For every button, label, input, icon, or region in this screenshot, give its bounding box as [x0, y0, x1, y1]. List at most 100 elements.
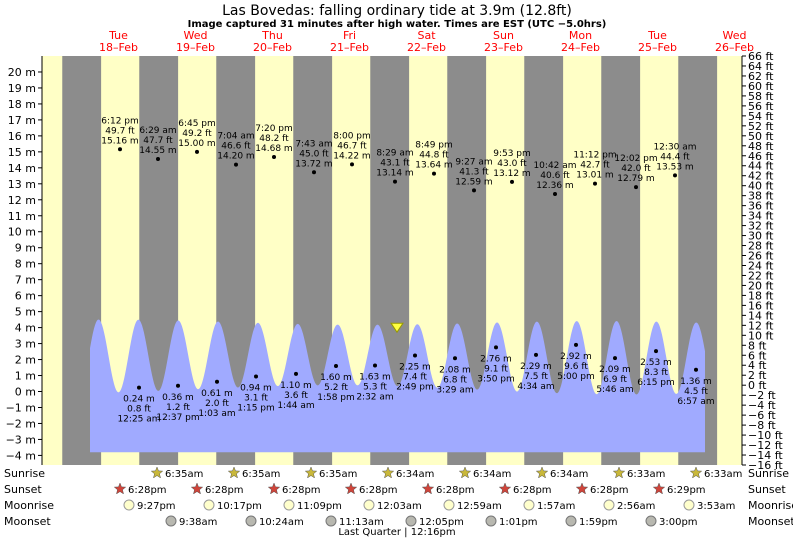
high-tide-ft: 49.2 ft: [182, 129, 212, 139]
moonrise-time: 11:09pm: [297, 501, 342, 512]
sunrise-row-label-right: Sunrise: [748, 467, 789, 480]
day-name-label: Tue: [647, 29, 667, 42]
high-tide-m: 14.22 m: [333, 151, 370, 161]
sunrise-time: 6:33am: [627, 469, 665, 480]
low-tide-time: 2:49 pm: [396, 383, 434, 393]
day-name-label: Fri: [343, 29, 356, 42]
chart-title: Las Bovedas: falling ordinary tide at 3.…: [222, 3, 572, 19]
low-tide-ft: 5.2 ft: [324, 383, 348, 393]
low-tide-ft: 3.1 ft: [244, 393, 268, 403]
moonrise-time: 12:59am: [457, 501, 502, 512]
right-tick-label: 48 ft: [748, 140, 774, 153]
right-tick-label: 14 ft: [748, 309, 774, 322]
low-tide-m: 0.24 m: [123, 395, 155, 405]
sunrise-time: 6:34am: [396, 469, 434, 480]
right-tick-label: 30 ft: [748, 230, 774, 243]
low-tide-point: [215, 379, 219, 384]
day-date-label: 19–Feb: [176, 41, 215, 54]
left-tick-label: 7 m: [15, 274, 36, 287]
low-tide-time: 4:34 am: [517, 382, 554, 392]
left-tick-label: 0 m: [15, 386, 36, 399]
high-tide-time: 8:29 am: [376, 149, 413, 159]
sunrise-icon: [381, 466, 395, 479]
right-tick-label: 12 ft: [748, 319, 774, 332]
moonset-time: 9:38am: [179, 517, 217, 528]
low-tide-ft: 1.2 ft: [166, 403, 190, 413]
moonrise-row-label-right: Moonrise: [748, 499, 793, 512]
high-tide-point: [156, 157, 160, 162]
sunset-time: 6:28pm: [590, 485, 629, 496]
low-tide-point: [574, 342, 578, 347]
low-tide-m: 0.94 m: [240, 383, 272, 393]
left-tick-label: 8 m: [15, 258, 36, 271]
moonset-time: 12:05pm: [419, 517, 464, 528]
high-tide-point: [393, 179, 397, 184]
high-tide-ft: 44.4 ft: [660, 152, 690, 162]
day-name-label: Mon: [569, 29, 592, 42]
high-tide-ft: 46.7 ft: [337, 141, 367, 151]
right-tick-label: 24 ft: [748, 259, 774, 272]
left-tick-label: 16 m: [8, 130, 36, 143]
tide-area: [90, 319, 705, 453]
sunset-row-label-right: Sunset: [748, 483, 786, 496]
right-tick-label: 66 ft: [748, 50, 774, 63]
left-tick-label: 10 m: [8, 226, 36, 239]
day-date-label: 18–Feb: [99, 41, 138, 54]
day-name-label: Tue: [108, 29, 128, 42]
low-tide-point: [294, 371, 298, 376]
low-tide-m: 1.10 m: [280, 381, 312, 391]
high-tide-ft: 40.6 ft: [540, 171, 570, 181]
high-tide-time: 6:45 pm: [178, 119, 216, 129]
high-tide-m: 13.72 m: [295, 159, 332, 169]
right-tick-label: 62 ft: [748, 70, 774, 83]
low-tide-m: 1.36 m: [680, 377, 712, 387]
moonset-icon: [485, 515, 497, 527]
low-tide-time: 1:58 pm: [317, 393, 355, 403]
left-tick-label: −1 m: [6, 401, 36, 414]
high-tide-m: 13.14 m: [376, 169, 413, 179]
low-tide-ft: 4.5 ft: [684, 387, 708, 397]
right-tick-label: 56 ft: [748, 100, 774, 113]
high-tide-point: [432, 171, 436, 176]
moonrise-icon: [603, 499, 615, 511]
right-tick-label: 38 ft: [748, 190, 774, 203]
high-tide-time: 7:43 am: [295, 139, 332, 149]
high-tide-ft: 48.2 ft: [259, 134, 289, 144]
low-tide-m: 2.09 m: [599, 365, 631, 375]
right-tick-label: 58 ft: [748, 90, 774, 103]
sunrise-time: 6:34am: [473, 469, 511, 480]
day-date-label: 21–Feb: [330, 41, 369, 54]
sunset-time: 6:28pm: [359, 485, 398, 496]
low-tide-point: [654, 349, 658, 354]
high-tide-time: 6:12 pm: [101, 116, 139, 126]
high-tide-point: [472, 188, 476, 193]
high-tide-ft: 42.7 ft: [580, 161, 610, 171]
low-tide-point: [137, 385, 141, 390]
high-tide-point: [312, 170, 316, 175]
low-tide-time: 6:57 am: [677, 397, 714, 407]
moonset-icon: [405, 515, 417, 527]
sunrise-icon: [612, 466, 626, 479]
right-tick-label: −16 ft: [748, 459, 783, 472]
low-tide-time: 1:15 pm: [237, 403, 275, 413]
high-tide-m: 12.59 m: [455, 177, 492, 187]
right-tick-label: −12 ft: [748, 439, 783, 452]
sunset-time: 6:29pm: [667, 485, 706, 496]
day-date-label: 25–Feb: [638, 41, 677, 54]
sunrise-icon: [689, 466, 703, 479]
moonrise-icon: [683, 499, 695, 511]
low-tide-m: 2.08 m: [439, 365, 471, 375]
sunrise-time: 6:34am: [550, 469, 588, 480]
left-tick-label: 13 m: [8, 178, 36, 191]
high-tide-ft: 49.7 ft: [105, 126, 135, 136]
high-tide-m: 15.00 m: [178, 139, 215, 149]
right-tick-label: 2 ft: [748, 369, 767, 382]
left-tick-label: 14 m: [8, 162, 36, 175]
sunset-icon: [113, 482, 127, 495]
day-date-label: 22–Feb: [407, 41, 446, 54]
low-tide-time: 6:15 pm: [637, 378, 675, 388]
low-tide-m: 2.25 m: [399, 363, 431, 373]
right-tick-label: −8 ft: [748, 419, 776, 432]
low-tide-ft: 3.6 ft: [284, 391, 308, 401]
